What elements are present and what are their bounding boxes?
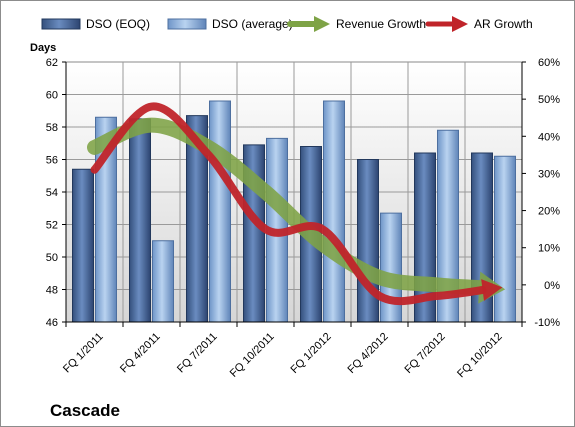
- right-tick-label: 60%: [538, 57, 560, 69]
- right-tick-label: 40%: [538, 131, 560, 143]
- legend-label: DSO (EOQ): [86, 17, 150, 31]
- right-tick-label: -10%: [534, 317, 560, 329]
- bar-dso-average: [152, 240, 174, 323]
- left-tick-label: 60: [46, 90, 58, 102]
- legend-item: DSO (EOQ): [41, 17, 150, 31]
- legend-item: AR Growth: [425, 16, 533, 32]
- left-tick-label: 56: [46, 155, 58, 167]
- y-axis-title: Days: [30, 42, 56, 54]
- bar-dso-average: [209, 100, 231, 323]
- right-tick-label: 50%: [538, 94, 560, 106]
- legend-label: Revenue Growth: [336, 17, 426, 31]
- legend-arrowhead: [314, 16, 330, 32]
- legend-label: AR Growth: [474, 17, 533, 31]
- right-axis: -10% 0% 10% 20% 30% 40% 50% 60%: [521, 57, 560, 329]
- legend-item: Revenue Growth: [287, 16, 426, 32]
- left-tick-label: 52: [46, 220, 58, 232]
- bar-dso-average: [494, 155, 516, 323]
- left-tick-label: 48: [46, 285, 58, 297]
- revenue-growth-line: [87, 117, 487, 296]
- ar-growth-arrowhead: [481, 279, 503, 301]
- bar-dso-average: [380, 212, 402, 323]
- legend-label: DSO (average): [212, 17, 293, 31]
- left-tick-label: 50: [46, 252, 58, 264]
- line-series: [87, 102, 506, 306]
- legend-item: DSO (average): [167, 17, 293, 31]
- legend: DSO (EOQ) DSO (average) Revenue Growth AR G…: [41, 16, 533, 32]
- left-tick-label: 46: [46, 317, 58, 329]
- legend-swatch: [167, 18, 207, 30]
- bar-dso-eoq: [129, 118, 151, 323]
- left-axis: 46 48 50 52 54 56 58 60 62: [46, 57, 67, 329]
- bar-dso-eoq: [72, 168, 94, 323]
- left-tick-label: 54: [46, 187, 58, 199]
- right-tick-label: 20%: [538, 206, 560, 218]
- ar-growth-line: [90, 102, 487, 306]
- legend-swatch: [41, 18, 81, 30]
- legend-arrowhead: [452, 16, 468, 32]
- left-tick-label: 58: [46, 122, 58, 134]
- right-tick-label: 10%: [538, 243, 560, 255]
- right-tick-label: 30%: [538, 168, 560, 180]
- bar-dso-average: [323, 100, 345, 323]
- right-tick-label: 0%: [544, 280, 560, 292]
- left-tick-label: 62: [46, 57, 58, 69]
- chart-title: Cascade: [50, 401, 120, 420]
